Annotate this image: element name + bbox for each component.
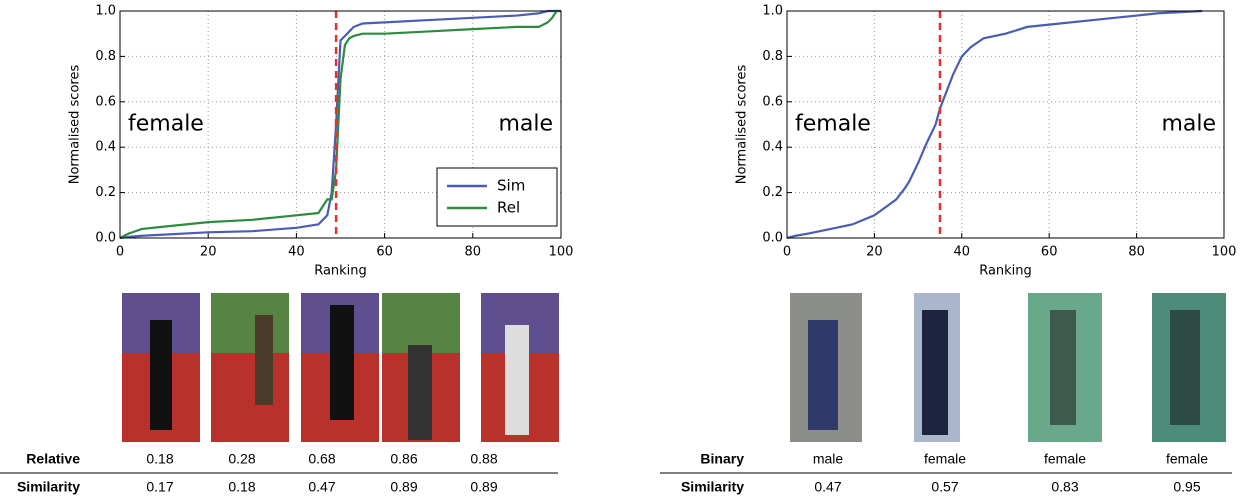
y-axis-label: Normalised scores	[68, 65, 83, 185]
photo-right-3	[1028, 293, 1102, 442]
table-cell: 0.47	[814, 479, 841, 495]
x-tick-label: 40	[954, 245, 971, 260]
y-tick-label: 0.2	[95, 185, 116, 200]
x-tick-label: 80	[1128, 245, 1145, 260]
x-tick-label: 0	[116, 245, 124, 260]
table-cell: 0.95	[1173, 479, 1200, 495]
photo-left-2	[211, 293, 289, 442]
x-axis-label: Ranking	[979, 264, 1032, 279]
photo-left-3	[301, 293, 379, 442]
y-tick-label: 1.0	[762, 4, 783, 19]
y-tick-label: 0.8	[95, 49, 116, 64]
plot-frame	[119, 10, 562, 239]
x-tick-label: 0	[783, 245, 791, 260]
table-cell: 0.83	[1051, 479, 1078, 495]
line-series	[119, 9, 561, 240]
x-tick-label: 20	[866, 245, 883, 260]
photo-right-4	[1152, 293, 1226, 442]
legend-label: Sim	[497, 177, 525, 195]
y-tick-label: 0.4	[95, 140, 116, 155]
table-cell: 0.88	[470, 451, 497, 467]
y-tick-label: 0.8	[762, 49, 783, 64]
row-label: Similarity	[17, 479, 80, 495]
x-tick-label: 20	[200, 245, 217, 260]
x-tick-label: 100	[549, 245, 574, 260]
table-cell: 0.68	[308, 451, 335, 467]
table-cell: 0.86	[390, 451, 417, 467]
photo-right-1	[790, 293, 862, 442]
annotation: female	[128, 112, 204, 137]
annotation: male	[1161, 112, 1216, 137]
y-tick-label: 0.4	[762, 140, 783, 155]
y-tick-label: 0.6	[95, 94, 116, 109]
y-tick-label: 1.0	[95, 4, 116, 19]
annotation: male	[498, 112, 553, 137]
photo-left-5	[481, 293, 559, 442]
table-cell: 0.18	[228, 479, 255, 495]
row-label: Relative	[26, 451, 80, 467]
y-tick-label: 0.2	[762, 185, 783, 200]
photo-right-2	[914, 293, 960, 442]
table-cell: 0.18	[146, 451, 173, 467]
table-cell: male	[813, 451, 844, 467]
table-cell: 0.89	[470, 479, 497, 495]
legend-label: Rel	[497, 199, 520, 217]
annotation: female	[795, 112, 871, 137]
table-cell: female	[1166, 451, 1208, 467]
x-tick-label: 60	[1041, 245, 1058, 260]
x-tick-label: 60	[376, 245, 393, 260]
plot-frame	[786, 10, 1225, 239]
table-cell: 0.89	[390, 479, 417, 495]
y-tick-label: 0.0	[762, 231, 783, 246]
table-cell: 0.28	[228, 451, 255, 467]
photos	[122, 293, 1226, 442]
y-axis-label: Normalised scores	[735, 65, 750, 185]
photo-left-4	[382, 293, 460, 442]
y-tick-label: 0.6	[762, 94, 783, 109]
x-tick-label: 100	[1212, 245, 1237, 260]
table-cell: female	[924, 451, 966, 467]
row-label: Similarity	[681, 479, 744, 495]
x-tick-label: 80	[465, 245, 482, 260]
table-cell: 0.17	[146, 479, 173, 495]
row-label: Binary	[700, 451, 744, 467]
x-tick-label: 40	[288, 245, 305, 260]
table-cell: female	[1044, 451, 1086, 467]
photo-left-1	[122, 293, 200, 442]
table-cell: 0.47	[308, 479, 335, 495]
legend-box	[436, 167, 558, 227]
table-cell: 0.57	[931, 479, 958, 495]
line-series	[119, 9, 561, 239]
y-tick-label: 0.0	[95, 231, 116, 246]
x-axis-label: Ranking	[314, 264, 367, 279]
